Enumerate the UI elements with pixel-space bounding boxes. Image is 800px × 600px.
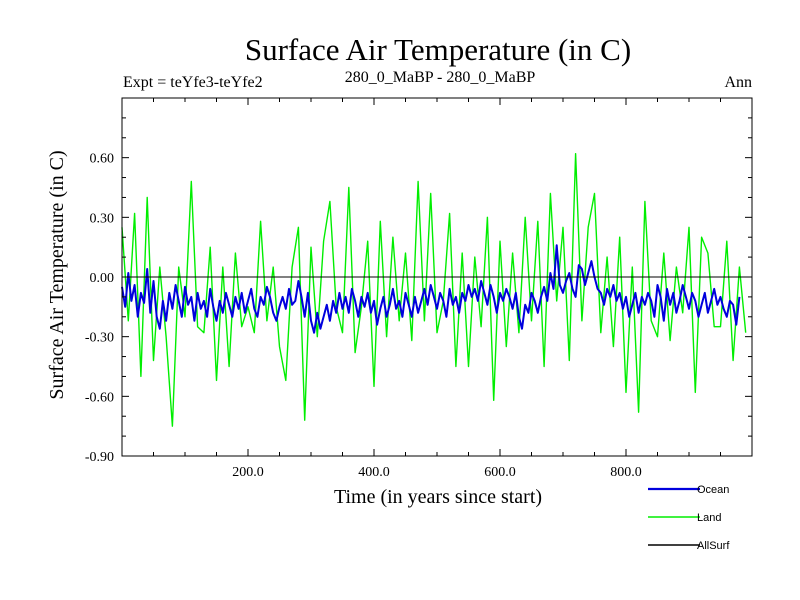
legend-label-ocean: Ocean [697, 484, 729, 496]
y-tick-label: 0.30 [90, 211, 115, 226]
x-tick-label: 200.0 [232, 465, 264, 480]
y-tick-label: -0.60 [85, 390, 114, 405]
series-land [121, 152, 747, 427]
y-tick-label: 0.00 [90, 271, 115, 286]
x-tick-label: 800.0 [610, 465, 642, 480]
legend-label-land: Land [697, 512, 721, 524]
subtitle-center: 280_0_MaBP - 280_0_MaBP [345, 69, 536, 86]
x-axis-label: Time (in years since start) [334, 486, 542, 508]
series-line-ocean [121, 244, 741, 334]
y-axis: -0.90 -0.60 -0.30 0.00 0.30 0.60 [85, 97, 752, 465]
x-axis: 200.0 400.0 600.0 800.0 [121, 98, 753, 480]
chart-title: Surface Air Temperature (in C) [245, 32, 631, 67]
y-tick-label: -0.90 [85, 450, 114, 465]
plot-area [121, 97, 753, 457]
y-tick-label: 0.60 [90, 152, 115, 167]
legend: Ocean Land AllSurf [648, 484, 730, 552]
x-tick-label: 600.0 [484, 465, 516, 480]
legend-label-allsurf: AllSurf [697, 540, 730, 552]
y-axis-label: Surface Air Temperature (in C) [46, 150, 68, 399]
subtitle-left: Expt = teYfe3-teYfe2 [123, 74, 263, 91]
subtitle-right: Ann [724, 74, 752, 91]
x-tick-label: 400.0 [358, 465, 390, 480]
series-ocean [121, 244, 741, 334]
y-tick-label: -0.30 [85, 331, 114, 346]
series-line-land [121, 152, 747, 427]
